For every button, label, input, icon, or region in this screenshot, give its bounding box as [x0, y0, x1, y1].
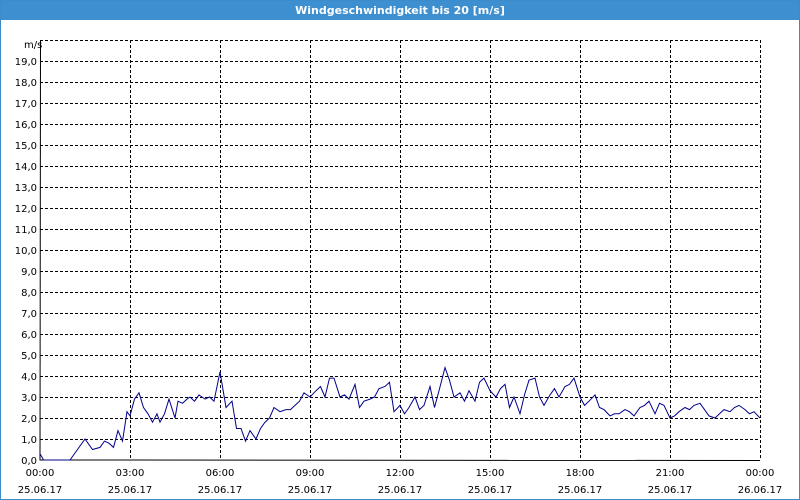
y-tick-label: 16,0 [15, 120, 37, 131]
y-tick-label: 1,0 [21, 435, 37, 446]
x-tick-time-label: 18:00 [566, 468, 595, 479]
grid-lines [40, 40, 761, 460]
x-tick-time-label: 03:00 [116, 468, 145, 479]
y-tick-label: 18,0 [15, 78, 37, 89]
y-tick-label: 15,0 [15, 141, 37, 152]
x-tick-time-label: 15:00 [476, 468, 505, 479]
y-tick-label: 11,0 [15, 225, 37, 236]
x-tick-date-label: 25.06.17 [288, 485, 333, 496]
x-tick-time-label: 12:00 [386, 468, 415, 479]
x-tick-date-label: 25.06.17 [108, 485, 153, 496]
x-tick-date-label: 25.06.17 [198, 485, 243, 496]
y-tick-label: 9,0 [21, 267, 37, 278]
x-tick-labels: 00:00 25.06.17 03:00 25.06.17 06:00 25.06.17 0… [18, 468, 783, 496]
y-axis-line [39, 39, 41, 461]
y-tick-label: 17,0 [15, 99, 37, 110]
y-tick-label: 7,0 [21, 309, 37, 320]
x-tick-date-label: 25.06.17 [18, 485, 63, 496]
x-tick-date-label: 25.06.17 [468, 485, 513, 496]
y-tick-labels: 0,0 1,0 2,0 3,0 4,0 5,0 6,0 7,0 8,0 9,0 10,0 11,0 12… [15, 57, 37, 467]
y-tick-label: 8,0 [21, 288, 37, 299]
x-tick-date-label: 25.06.17 [378, 485, 423, 496]
y-axis-unit-label: m/s [24, 40, 42, 51]
y-tick-label: 2,0 [21, 414, 37, 425]
wind-speed-line [39, 365, 761, 461]
y-tick-label: 3,0 [21, 393, 37, 404]
y-tick-label: 6,0 [21, 330, 37, 341]
x-tick-time-label: 00:00 [26, 468, 55, 479]
axes [39, 39, 761, 461]
y-tick-label: 13,0 [15, 183, 37, 194]
y-tick-label: 12,0 [15, 204, 37, 215]
x-tick-date-label: 26.06.17 [738, 485, 783, 496]
y-tick-label: 14,0 [15, 162, 37, 173]
x-tick-date-label: 25.06.17 [648, 485, 693, 496]
y-tick-label: 10,0 [15, 246, 37, 257]
x-axis-line [40, 459, 761, 461]
x-tick-time-label: 21:00 [656, 468, 685, 479]
y-tick-label: 19,0 [15, 57, 37, 68]
y-tick-label: 4,0 [21, 372, 37, 383]
x-tick-date-label: 25.06.17 [558, 485, 603, 496]
x-tick-time-label: 09:00 [296, 468, 325, 479]
y-tick-label: 5,0 [21, 351, 37, 362]
x-tick-time-label: 00:00 [746, 468, 775, 479]
y-tick-label: 0,0 [21, 456, 37, 467]
x-tick-time-label: 06:00 [206, 468, 235, 479]
window-title: Windgeschwindigkeit bis 20 [m/s] [1, 1, 799, 20]
